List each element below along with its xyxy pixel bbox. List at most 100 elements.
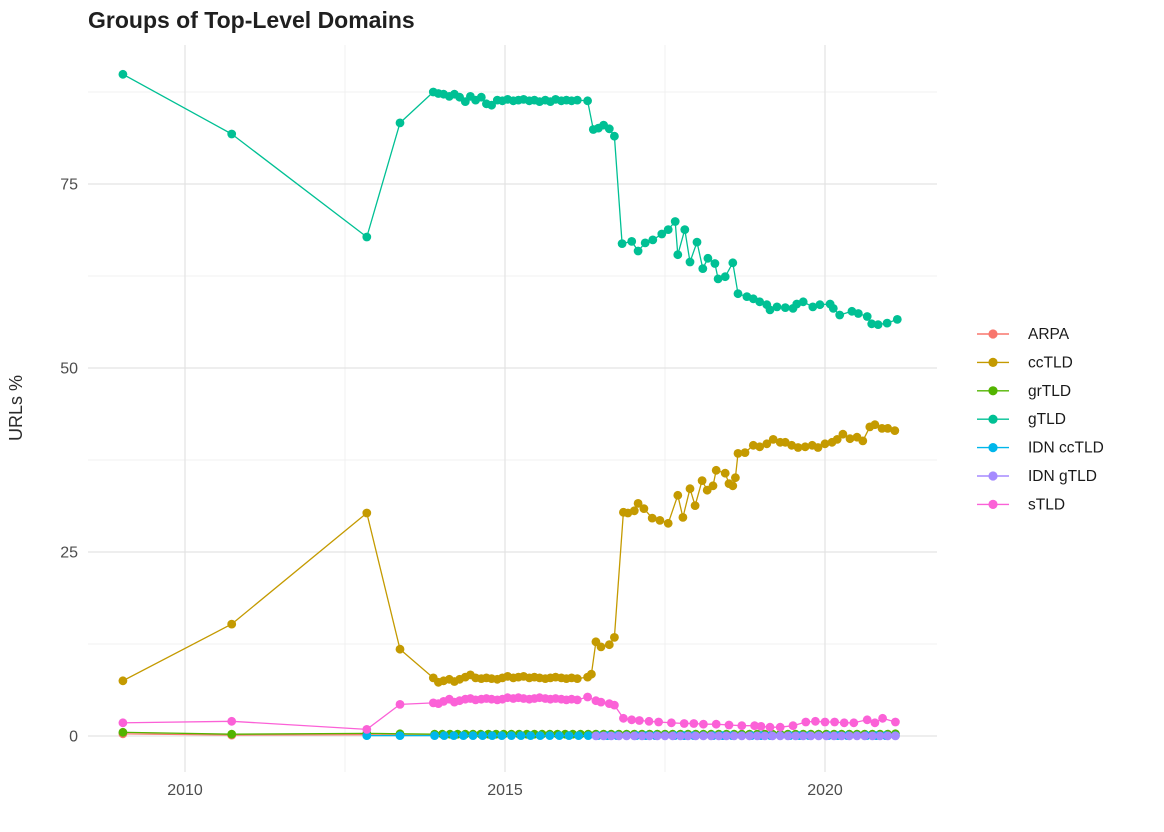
- point-cctld: [227, 619, 237, 629]
- point-idn-gtld: [722, 731, 731, 741]
- gridlines: [88, 45, 937, 772]
- point-gtld: [227, 129, 237, 139]
- x-tick-label-2020: 2020: [807, 782, 843, 799]
- legend-key-dot-gtld: [988, 414, 998, 424]
- point-stld: [118, 718, 128, 728]
- point-gtld: [728, 258, 738, 268]
- point-gtld: [808, 302, 818, 312]
- point-idn-gtld: [860, 731, 870, 741]
- point-idn-cctld: [535, 731, 545, 740]
- point-stld: [572, 695, 582, 705]
- point-stld: [227, 716, 237, 726]
- point-gtld: [862, 312, 872, 321]
- point-stld: [644, 716, 654, 726]
- legend: ARPA ccTLD grTLD gTLD IDN ccTLD IDN gTLD sTLD: [977, 326, 1104, 513]
- point-gtld: [772, 302, 782, 312]
- point-idn-gtld: [652, 731, 662, 741]
- point-stld: [583, 692, 592, 702]
- point-cctld: [845, 434, 855, 444]
- point-idn-gtld: [729, 731, 739, 741]
- point-idn-cctld: [439, 731, 449, 740]
- point-gtld: [640, 238, 650, 248]
- point-gtld: [692, 237, 702, 247]
- point-idn-gtld: [606, 731, 616, 741]
- point-cctld: [755, 442, 765, 452]
- point-idn-cctld: [564, 731, 574, 740]
- point-cctld: [768, 435, 778, 444]
- point-gtld: [604, 124, 614, 134]
- legend-label-arpa: ARPA: [1028, 326, 1070, 343]
- legend-label-cctld: ccTLD: [1028, 354, 1073, 371]
- point-stld: [801, 717, 811, 727]
- point-gtld: [867, 319, 877, 329]
- legend-item-arpa: ARPA: [977, 326, 1070, 343]
- point-gtld: [673, 250, 683, 260]
- point-gtld: [755, 297, 765, 307]
- point-idn-gtld: [829, 731, 839, 741]
- point-gtld: [395, 118, 405, 128]
- point-stld: [811, 716, 820, 726]
- point-gtld: [815, 300, 825, 310]
- point-idn-gtld: [637, 731, 647, 741]
- point-idn-gtld: [891, 731, 900, 741]
- legend-item-cctld: ccTLD: [977, 354, 1073, 371]
- point-gtld: [892, 315, 902, 324]
- point-idn-gtld: [844, 731, 854, 741]
- point-idn-cctld: [395, 731, 405, 740]
- point-idn-cctld: [478, 731, 487, 740]
- point-idn-gtld: [683, 731, 693, 741]
- point-cctld: [883, 424, 893, 433]
- legend-key-dot-arpa: [988, 329, 998, 339]
- point-idn-cctld: [362, 731, 372, 740]
- point-idn-gtld: [760, 731, 770, 741]
- point-stld: [679, 719, 689, 728]
- legend-key-dot-stld: [988, 499, 998, 509]
- point-gtld: [617, 239, 627, 249]
- point-stld: [765, 722, 775, 732]
- point-idn-cctld: [583, 731, 593, 740]
- point-stld: [756, 722, 766, 731]
- point-cctld: [711, 465, 721, 475]
- point-idn-gtld: [668, 731, 678, 741]
- point-stld: [891, 717, 900, 727]
- point-cctld: [639, 504, 649, 513]
- point-gtld: [835, 310, 845, 320]
- point-stld: [610, 700, 619, 710]
- point-cctld: [762, 439, 772, 449]
- point-cctld: [362, 508, 372, 518]
- series-cctld: [118, 420, 900, 687]
- point-stld: [667, 718, 676, 728]
- point-cctld: [697, 476, 707, 485]
- point-idn-gtld: [737, 731, 747, 741]
- series-stld: [118, 692, 900, 734]
- point-idn-gtld: [591, 731, 601, 741]
- point-cctld: [838, 429, 848, 439]
- point-cctld: [870, 420, 880, 430]
- point-cctld: [793, 443, 803, 452]
- point-cctld: [733, 449, 743, 458]
- point-cctld: [673, 490, 683, 500]
- point-stld: [862, 715, 872, 725]
- point-cctld: [663, 518, 673, 528]
- point-idn-gtld: [783, 731, 793, 741]
- point-gtld: [572, 95, 582, 105]
- point-cctld: [629, 506, 639, 516]
- legend-label-stld: sTLD: [1028, 496, 1065, 513]
- point-cctld: [685, 484, 695, 494]
- point-gtld: [610, 131, 619, 141]
- point-gtld: [733, 289, 743, 299]
- point-gtld: [828, 304, 838, 313]
- point-idn-gtld: [660, 731, 670, 741]
- point-stld: [839, 718, 849, 728]
- legend-item-stld: sTLD: [977, 496, 1065, 513]
- point-idn-gtld: [614, 731, 624, 741]
- point-grtld: [118, 727, 128, 737]
- point-gtld: [487, 100, 496, 110]
- point-stld: [788, 721, 798, 731]
- point-idn-gtld: [837, 731, 846, 741]
- point-gtld: [657, 229, 667, 239]
- point-idn-cctld: [487, 731, 497, 740]
- point-idn-cctld: [459, 731, 468, 740]
- data-series: [118, 69, 902, 741]
